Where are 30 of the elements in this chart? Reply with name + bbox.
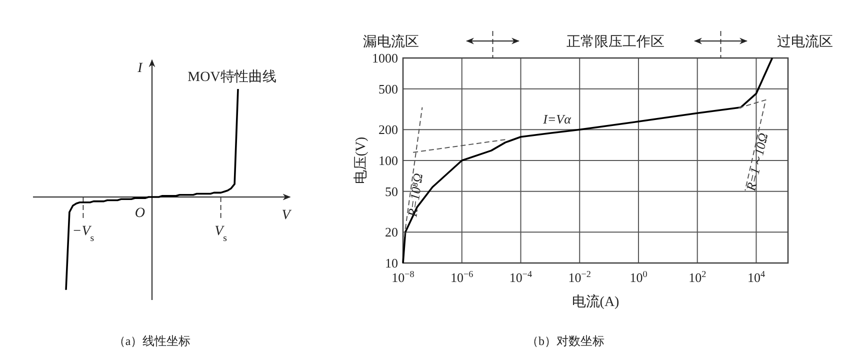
annotation: R=10⁸Ω bbox=[404, 172, 426, 219]
text: 过电流区 bbox=[777, 34, 833, 50]
text: （b）对数坐标 bbox=[526, 334, 604, 348]
x-tick-label: 10$^{−8}$ bbox=[392, 269, 415, 285]
annotation: O bbox=[134, 206, 145, 221]
text: 漏电流区 bbox=[363, 34, 419, 50]
x-tick-label: 10$^{2}$ bbox=[688, 269, 707, 285]
y-tick-label: 100 bbox=[378, 153, 398, 168]
y-tick-label: 200 bbox=[378, 122, 398, 138]
y-tick-label: 10 bbox=[385, 256, 398, 270]
y-tick-label: 1000 bbox=[372, 50, 398, 66]
y-tick-label: 20 bbox=[385, 224, 398, 240]
x-axis-title: V bbox=[282, 208, 292, 223]
text: 正常限压工作区 bbox=[566, 34, 664, 50]
y-axis-title: I bbox=[136, 61, 144, 76]
x-tick-label: V$_{s}$ bbox=[214, 224, 228, 244]
x-tick-label: 10$^{−6}$ bbox=[450, 269, 474, 285]
x-axis-title: 电流(A) bbox=[572, 294, 620, 310]
x-tick-label: 10$^{0}$ bbox=[630, 269, 648, 285]
y-tick-label: 50 bbox=[385, 184, 398, 199]
x-tick-label: 10$^{4}$ bbox=[747, 269, 766, 285]
text: （a）线性坐标 bbox=[113, 334, 191, 348]
annotation: I=Vα bbox=[542, 111, 572, 126]
y-axis-title: 电压(V) bbox=[353, 136, 369, 184]
x-tick-label: −V$_{s}$ bbox=[72, 224, 94, 244]
x-tick-label: 10$^{−2}$ bbox=[568, 269, 592, 285]
x-tick-label: 10$^{−4}$ bbox=[509, 269, 533, 285]
y-tick-label: 500 bbox=[378, 81, 398, 96]
text: MOV特性曲线 bbox=[188, 69, 276, 85]
annotation: R=1～10Ω bbox=[742, 132, 771, 194]
